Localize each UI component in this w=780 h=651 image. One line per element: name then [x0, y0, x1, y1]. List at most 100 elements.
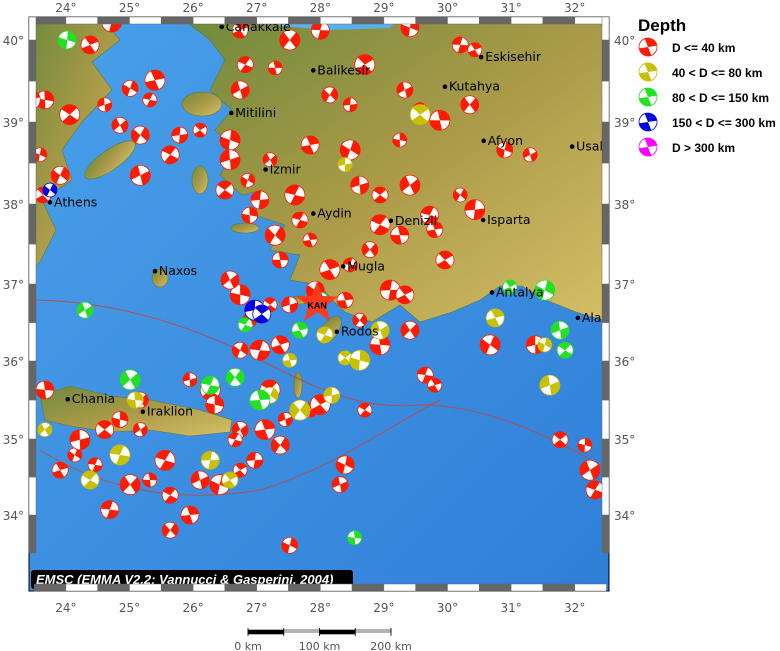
earthquake-beachball	[236, 56, 254, 73]
earthquake-beachball	[556, 341, 574, 359]
city-name: Balikesir	[317, 62, 371, 77]
earthquake-beachball	[319, 259, 341, 281]
earthquake-beachball	[361, 241, 379, 259]
earthquake-events	[29, 17, 605, 554]
earthquake-beachball	[231, 341, 249, 359]
earthquake-beachball	[451, 36, 469, 54]
city-mugla: Mugla	[340, 258, 385, 273]
legend-beachball-icon	[638, 62, 658, 82]
earthquake-beachball	[221, 471, 239, 489]
naxos-island	[151, 268, 169, 288]
earthquake-beachball	[227, 432, 243, 448]
lat-tick-label-right: 37°	[614, 278, 635, 292]
earthquake-beachball	[59, 104, 81, 126]
earthquake-beachball	[121, 79, 139, 97]
earthquake-beachball	[57, 30, 77, 50]
earthquake-beachball	[215, 180, 235, 200]
earthquake-beachball	[310, 20, 330, 40]
lon-tick-label-top: 28°	[310, 1, 331, 15]
earthquake-beachball	[352, 312, 368, 328]
legend-beachball-icon	[638, 112, 658, 132]
earthquake-beachball	[339, 139, 361, 161]
earthquake-beachball	[282, 352, 298, 368]
earthquake-beachball	[537, 337, 553, 353]
earthquake-beachball	[219, 149, 241, 171]
depth-legend: Depth D <= 40 km 40 < D <= 80 km 80 < D <=…	[638, 16, 776, 157]
earthquake-beachball	[585, 480, 605, 500]
earthquake-beachball	[370, 320, 390, 340]
earthquake-beachball	[37, 422, 53, 438]
earthquake-beachball	[435, 250, 455, 270]
city-dot-icon	[219, 24, 225, 30]
city-antalya: Antalya	[489, 284, 544, 299]
city-naxos: Naxos	[152, 263, 197, 278]
earthquake-beachball	[129, 164, 151, 186]
earthquake-beachball	[142, 472, 158, 488]
city-afyon: Afyon	[481, 133, 523, 148]
station-label: KAN	[307, 300, 327, 310]
lon-tick-label-bottom: 25°	[119, 601, 140, 615]
city-name: Usak	[576, 139, 607, 154]
earthquake-beachball	[229, 284, 251, 306]
lat-tick-label-left: 37°	[3, 278, 24, 292]
earthquake-beachball	[342, 97, 358, 113]
earthquake-beachball	[190, 470, 210, 490]
earthquake-beachball	[262, 297, 278, 313]
city-name: Mitilini	[235, 105, 276, 120]
earthquake-beachball	[232, 462, 248, 478]
earthquake-beachball	[67, 447, 83, 463]
legend-item-label: 40 < D <= 80 km	[672, 66, 762, 80]
earthquake-beachball	[337, 350, 353, 366]
city-name: Mugla	[347, 258, 385, 273]
earthquake-beachball	[130, 125, 150, 145]
city-dot-icon	[480, 217, 486, 223]
legend-title: Depth	[638, 16, 686, 35]
lon-tick-label-top: 32°	[564, 1, 585, 15]
lat-tick-label-left: 35°	[3, 433, 24, 447]
city-name: Athens	[54, 194, 97, 209]
earthquake-beachball	[289, 399, 311, 421]
earthquake-beachball	[284, 184, 306, 206]
earthquake-beachball	[291, 321, 309, 339]
earthquake-beachball	[76, 301, 94, 319]
earthquake-beachball	[249, 339, 271, 361]
earthquake-beachball	[354, 54, 376, 75]
plate-boundary-line	[39, 399, 441, 496]
earthquake-beachball	[331, 476, 349, 494]
city-izmir: Izmir	[263, 162, 301, 177]
earthquake-beachball	[347, 530, 363, 546]
earthquake-beachball	[357, 402, 373, 418]
earthquake-beachball	[219, 129, 241, 151]
earthquake-beachball	[371, 186, 389, 204]
earthquake-beachball	[51, 461, 69, 479]
earthquake-beachball	[302, 232, 318, 248]
earthquake-beachball	[100, 500, 120, 520]
turkey-land	[179, 17, 609, 323]
earthquake-beachball	[160, 145, 180, 165]
city-name: Denizli	[395, 213, 437, 228]
city-dot-icon	[481, 138, 487, 144]
city-dot-icon	[65, 396, 71, 402]
lon-tick-label-top: 25°	[119, 1, 140, 15]
lat-tick-label-right: 38°	[614, 198, 635, 212]
city-dot-icon	[489, 290, 495, 295]
earthquake-beachball	[349, 349, 371, 371]
earthquake-beachball	[119, 474, 141, 496]
lon-tick-label-top: 24°	[55, 1, 76, 15]
earthquake-beachball	[277, 412, 293, 427]
earthquake-beachball	[111, 411, 129, 428]
city-chania: Chania	[65, 391, 115, 406]
lat-tick-label-left: 40°	[3, 34, 24, 48]
city-denizli: Denizli	[388, 213, 437, 228]
lon-tick-label-bottom: 31°	[500, 601, 521, 615]
earthquake-beachball	[42, 182, 58, 198]
earthquake-beachball	[392, 132, 408, 148]
city-dot-icon	[228, 110, 234, 116]
city-dot-icon	[140, 409, 146, 415]
earthquake-beachball	[337, 157, 353, 173]
earthquake-beachball	[80, 35, 100, 55]
legend-beachball-icon	[638, 37, 658, 57]
earthquake-beachball	[281, 537, 299, 554]
lon-tick-label-bottom: 24°	[55, 601, 76, 615]
